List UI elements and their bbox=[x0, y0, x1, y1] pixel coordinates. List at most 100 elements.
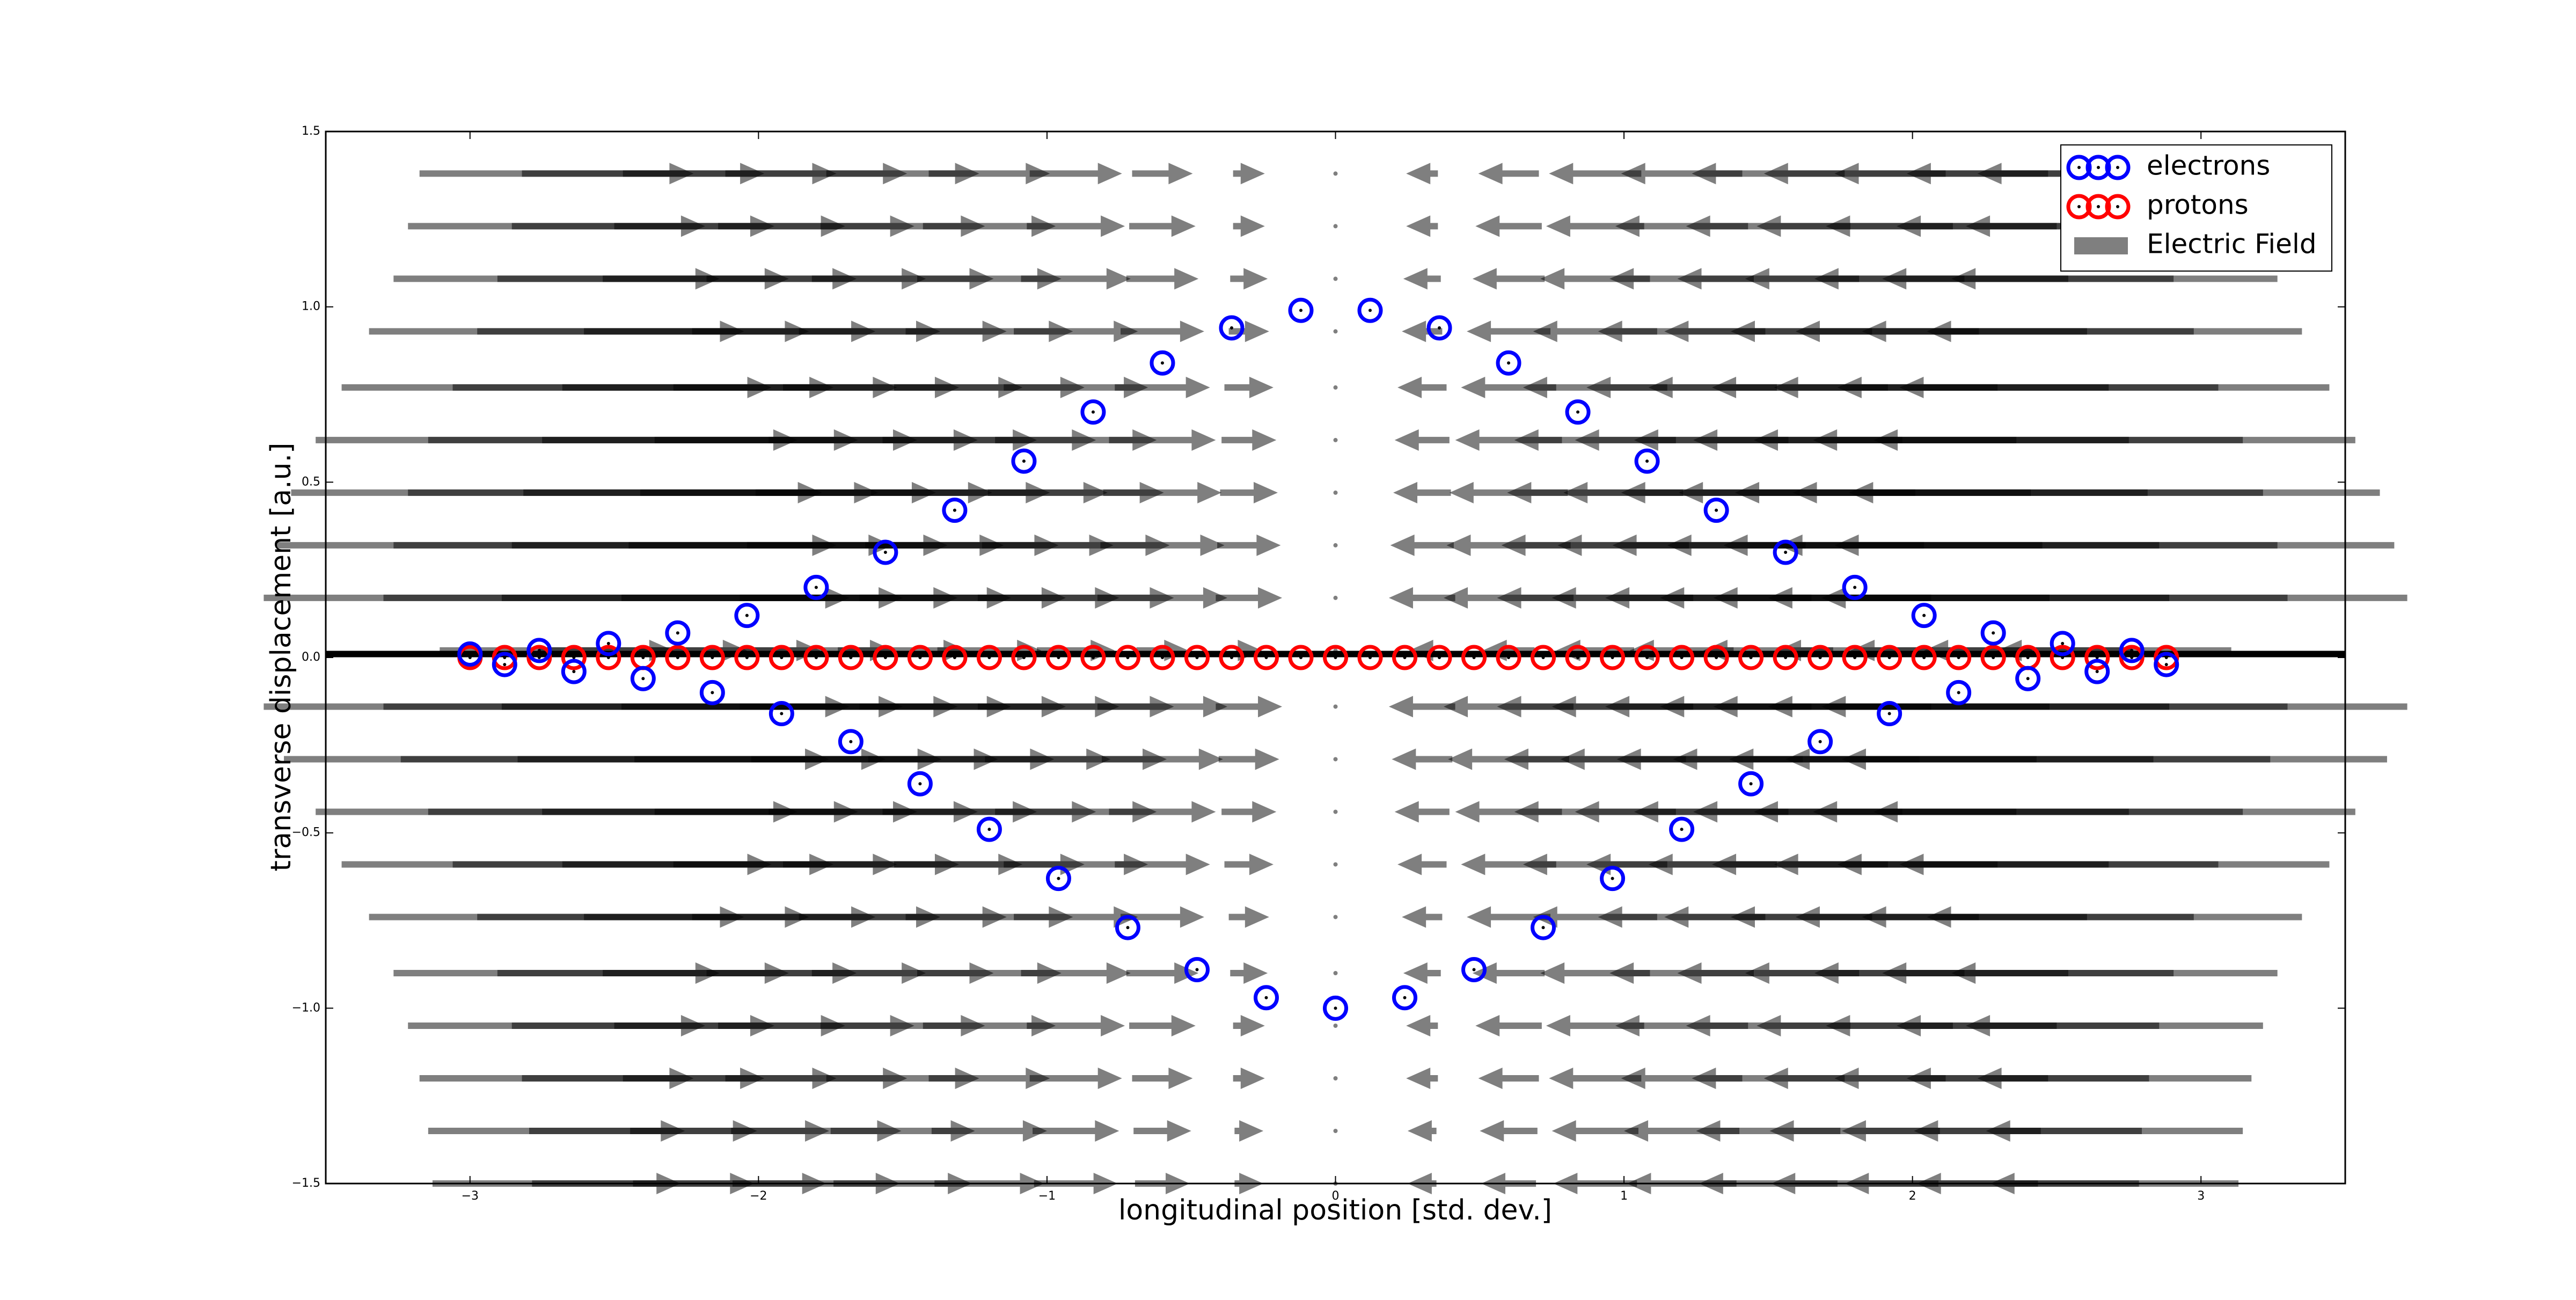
point bbox=[2050, 645, 2075, 670]
marker-dot bbox=[676, 631, 679, 635]
point bbox=[976, 645, 1002, 670]
field-arrow bbox=[1461, 853, 1556, 875]
marker-ring bbox=[2050, 645, 2075, 670]
point bbox=[1011, 645, 1037, 670]
field-arrow bbox=[1097, 587, 1227, 609]
point bbox=[1773, 539, 1798, 565]
marker-dot bbox=[745, 656, 749, 659]
field-arrow bbox=[1224, 376, 1274, 398]
field-arrow bbox=[731, 1120, 902, 1142]
field-arrow bbox=[1220, 481, 1278, 503]
field-arrow bbox=[1455, 801, 1562, 823]
point bbox=[734, 645, 760, 670]
point bbox=[1634, 645, 1660, 670]
field-arrow bbox=[1899, 853, 2330, 875]
field-arrow bbox=[1228, 320, 1269, 342]
marker-ring bbox=[2119, 645, 2145, 670]
field-arrow bbox=[1540, 962, 1650, 984]
field-arrow bbox=[928, 163, 1050, 185]
point bbox=[1080, 645, 1106, 670]
field-arrow bbox=[905, 906, 1073, 928]
point bbox=[1877, 645, 1902, 670]
marker-ring bbox=[838, 645, 863, 670]
point bbox=[1669, 816, 1695, 842]
marker-dot bbox=[1091, 410, 1095, 414]
point bbox=[1184, 645, 1210, 670]
legend-marker bbox=[2085, 194, 2111, 220]
legend-marker bbox=[2105, 194, 2131, 220]
point bbox=[1392, 985, 1418, 1011]
y-axis-label: transverse displacement [a.u.] bbox=[265, 443, 297, 872]
field-arrow bbox=[1129, 1015, 1196, 1036]
marker-dot bbox=[711, 656, 714, 659]
marker-ring bbox=[2084, 645, 2110, 670]
field-arrow bbox=[1406, 163, 1438, 185]
marker-ring bbox=[561, 645, 587, 670]
marker-ring bbox=[1150, 645, 1175, 670]
point bbox=[1357, 297, 1383, 323]
marker-ring bbox=[2105, 194, 2131, 220]
marker-dot bbox=[2164, 656, 2168, 659]
marker-dot bbox=[1992, 656, 1995, 659]
marker-dot bbox=[1230, 326, 1233, 330]
marker-ring bbox=[1565, 399, 1591, 425]
axes-layer: −3 −2 −1 0 1 2 3 −1.5 −1.0 −0.5 0.0 0.5 1.0 1.5 bbox=[292, 125, 2345, 1203]
point bbox=[665, 620, 691, 646]
marker-ring bbox=[1946, 645, 1972, 670]
field-arrow bbox=[1333, 329, 1338, 334]
marker-dot bbox=[572, 670, 576, 674]
point bbox=[1531, 645, 1556, 670]
field-arrow bbox=[1228, 906, 1269, 928]
point bbox=[1738, 645, 1764, 670]
point bbox=[1807, 645, 1833, 670]
field-arrow bbox=[1966, 1015, 2263, 1036]
point bbox=[1911, 645, 1937, 670]
marker-dot bbox=[918, 782, 922, 786]
marker-dot bbox=[1126, 926, 1130, 930]
field-arrow bbox=[1402, 320, 1443, 342]
marker-dot bbox=[1022, 459, 1026, 463]
field-arrow bbox=[1927, 906, 2302, 928]
point bbox=[1150, 350, 1175, 376]
marker-ring bbox=[1669, 645, 1695, 670]
marker-dot bbox=[2095, 656, 2099, 659]
field-arrow bbox=[799, 906, 1007, 928]
field-arrow bbox=[1406, 1015, 1438, 1036]
field-arrow bbox=[1624, 1120, 1740, 1142]
field-arrow bbox=[1546, 1015, 1644, 1036]
marker-ring bbox=[1080, 399, 1106, 425]
field-arrow bbox=[1703, 639, 1833, 661]
marker-dot bbox=[1195, 968, 1199, 972]
field-arrow bbox=[928, 1068, 1050, 1089]
field-arrow bbox=[1388, 587, 1455, 609]
field-arrow bbox=[1533, 906, 1657, 928]
marker-ring bbox=[734, 603, 760, 629]
marker-ring bbox=[1219, 645, 1245, 670]
y-tick-label: 1.5 bbox=[302, 125, 320, 138]
marker-dot bbox=[1264, 996, 1268, 999]
point bbox=[2015, 666, 2041, 691]
marker-ring bbox=[526, 645, 552, 670]
marker-ring bbox=[976, 816, 1002, 842]
field-arrow bbox=[1406, 215, 1438, 237]
marker-dot bbox=[780, 656, 784, 659]
marker-ring bbox=[942, 645, 968, 670]
point bbox=[803, 645, 829, 670]
marker-ring bbox=[1426, 645, 1452, 670]
field-arrow bbox=[1394, 801, 1450, 823]
marker-ring bbox=[2066, 155, 2092, 180]
marker-ring bbox=[1288, 645, 1314, 670]
marker-ring bbox=[1877, 645, 1902, 670]
field-arrow bbox=[1033, 1120, 1119, 1142]
point bbox=[907, 771, 933, 797]
marker-dot bbox=[572, 656, 576, 659]
legend-marker bbox=[2066, 194, 2092, 220]
marker-dot bbox=[503, 656, 507, 659]
point bbox=[942, 498, 968, 523]
x-tick-label: 2 bbox=[1909, 1189, 1916, 1203]
marker-ring bbox=[1115, 645, 1140, 670]
field-arrow bbox=[1629, 639, 1734, 661]
field-arrow bbox=[1397, 376, 1447, 398]
x-tick-label: 1 bbox=[1620, 1189, 1628, 1203]
marker-dot bbox=[987, 656, 991, 659]
